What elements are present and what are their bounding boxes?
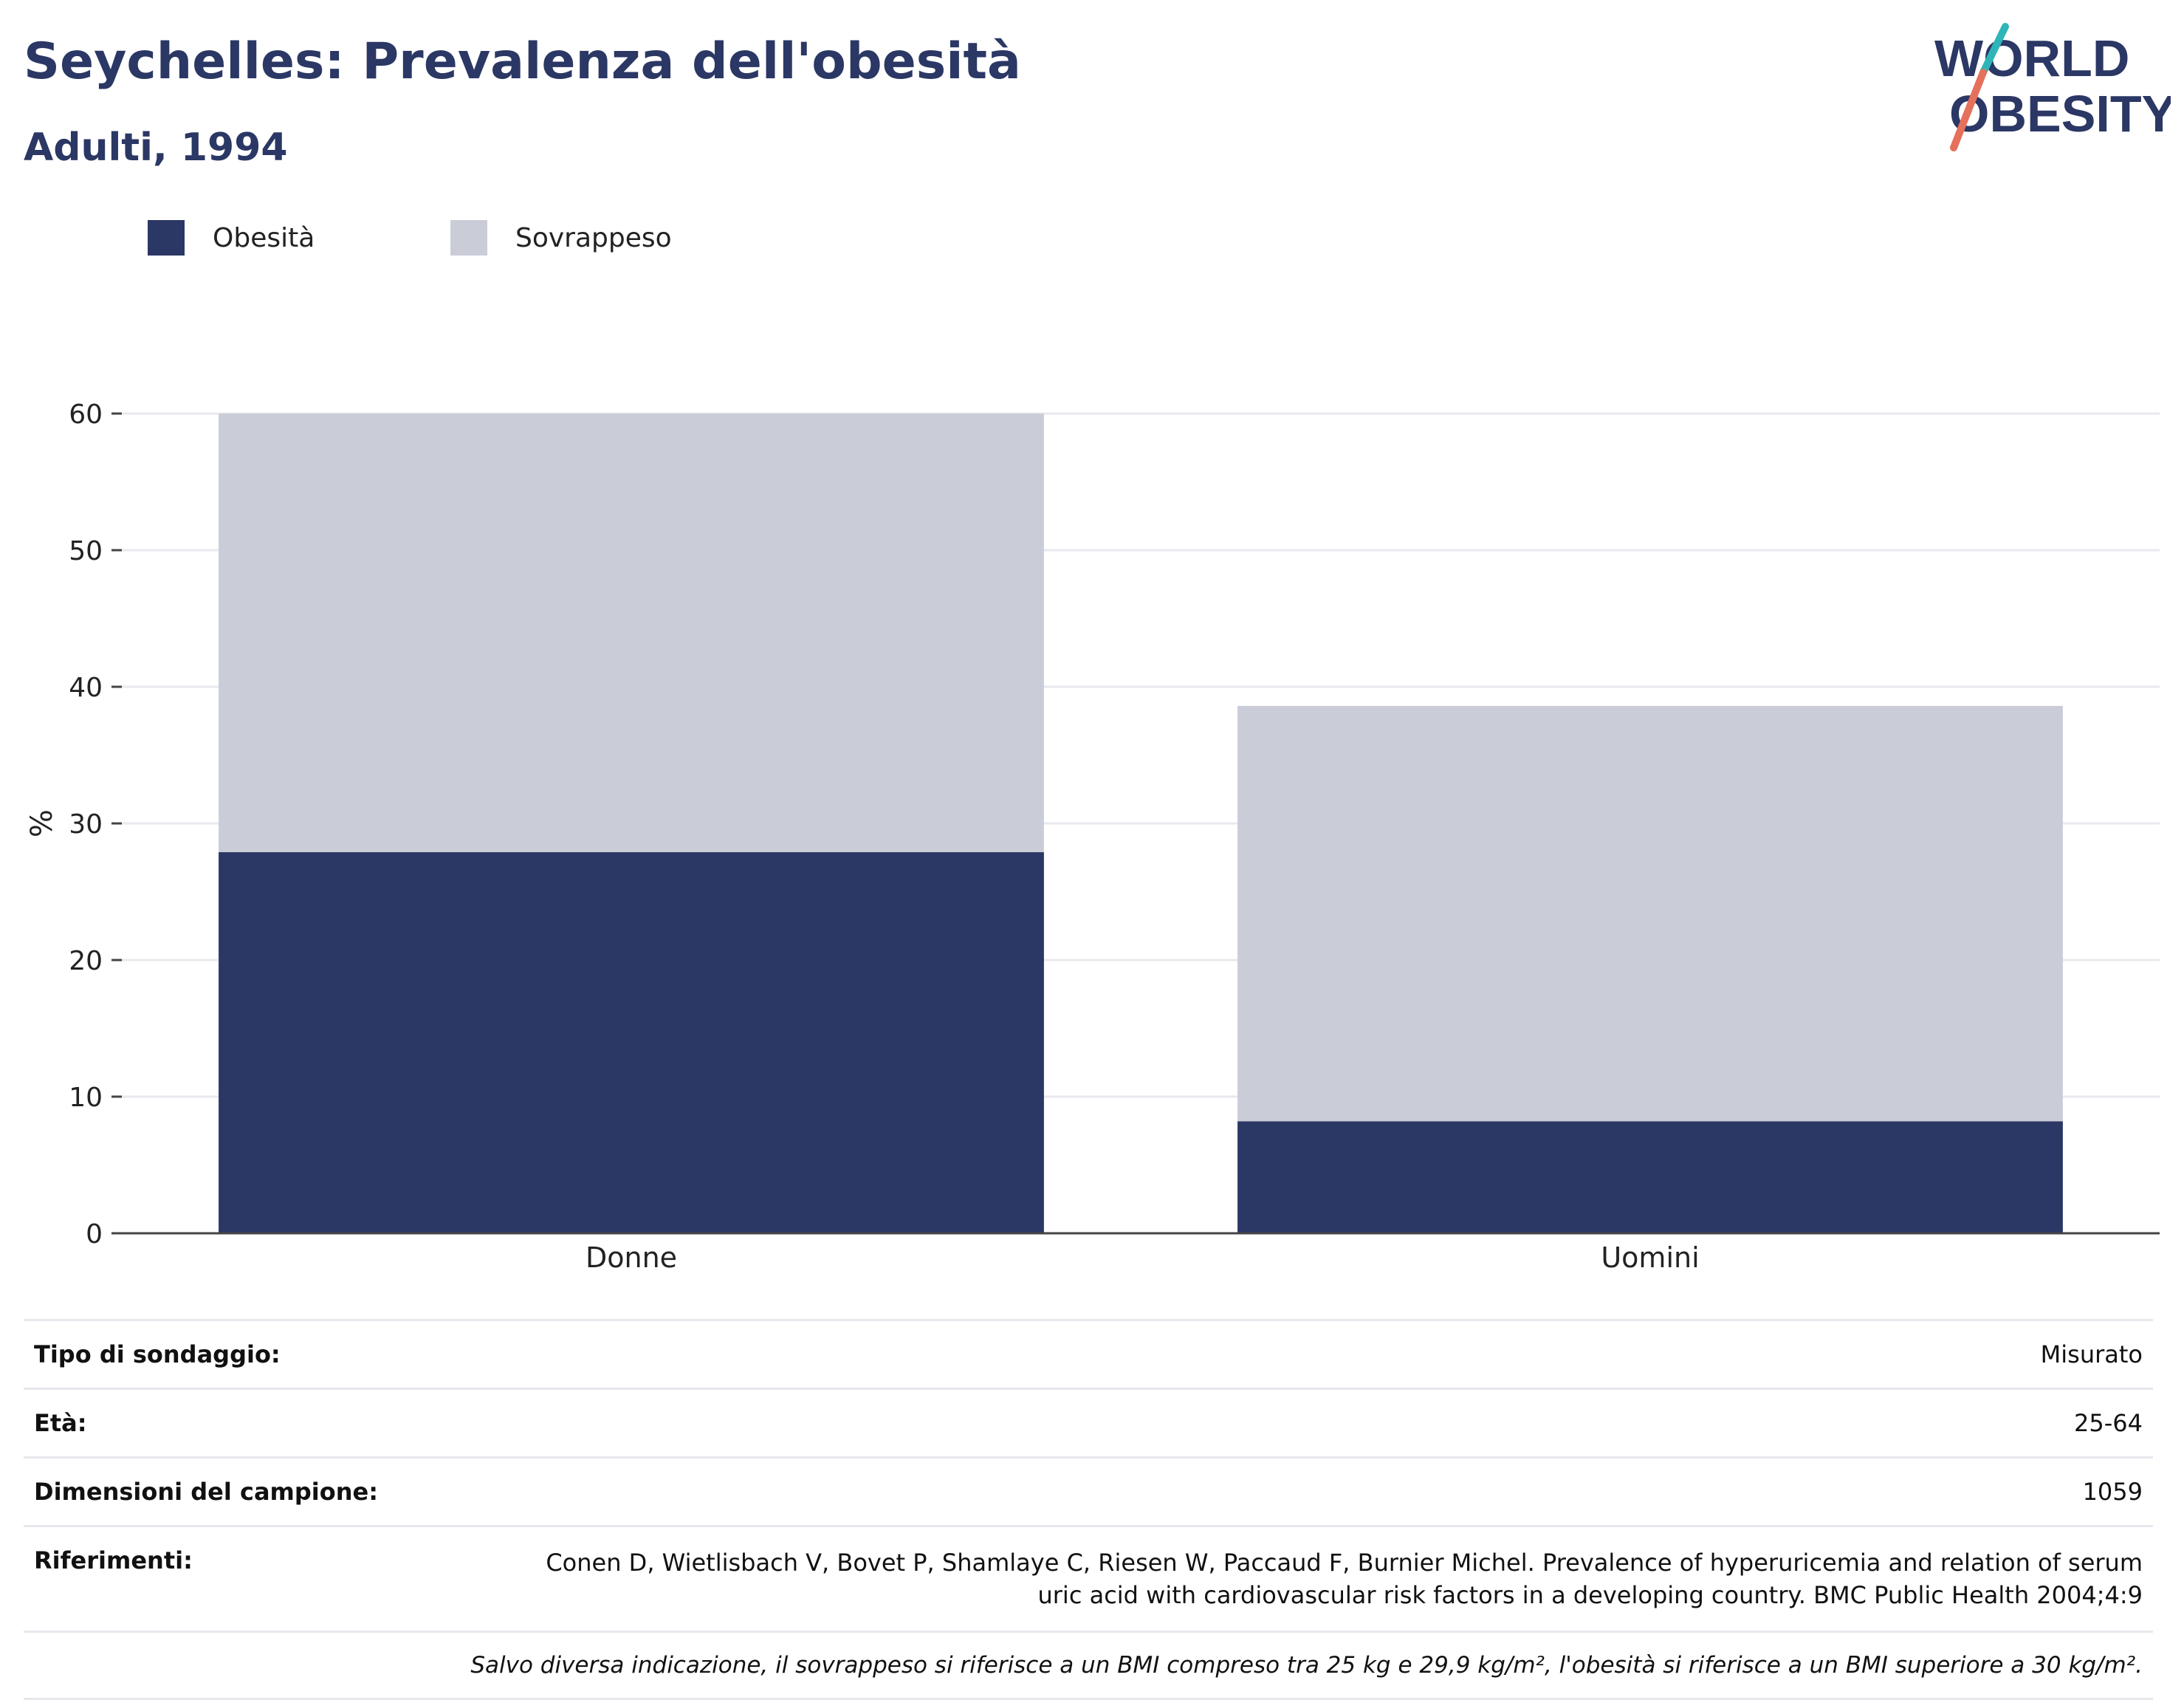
legend-item-obesity: Obesità (148, 219, 315, 257)
bmi-definition-note: Salvo diversa indicazione, il sovrappeso… (24, 1631, 2153, 1700)
info-value-references: Conen D, Wietlisbach V, Bovet P, Shamlay… (546, 1546, 2143, 1611)
x-tick-label-donne: Donne (586, 1241, 677, 1274)
y-tick-label-50: 50 (69, 536, 103, 566)
stacked-bar-chart: 0 10 20 30 40 50 60% Donne Uomini (25, 400, 2160, 1274)
page-title: Seychelles: Prevalenza dell'obesità (24, 32, 1021, 91)
y-tick-label-0: 0 (86, 1219, 103, 1250)
bar-donne-obesity (219, 851, 1044, 1233)
info-label-age: Età: (34, 1409, 87, 1437)
logo-word-2: OBESITY (1949, 85, 2171, 143)
info-label-references: Riferimenti: (34, 1546, 193, 1574)
y-tick-label-60: 60 (69, 400, 103, 430)
info-value-sample-size: 1059 (2082, 1478, 2143, 1506)
legend-swatch-overweight (450, 220, 487, 256)
legend-swatch-obesity (148, 220, 185, 256)
bar-uomini-overweight (1237, 705, 2063, 1122)
survey-info-table: Tipo di sondaggio: Misurato Età: 25-64 D… (24, 1319, 2153, 1700)
bar-uomini-obesity (1237, 1121, 2063, 1233)
info-value-survey-type: Misurato (2040, 1340, 2143, 1368)
page-subtitle: Adulti, 1994 (24, 126, 288, 170)
info-label-survey-type: Tipo di sondaggio: (34, 1340, 281, 1368)
world-obesity-logo: WORLD OBESITY (1934, 23, 2171, 151)
y-tick-label-30: 30 (69, 809, 103, 840)
reference-line-1: Conen D, Wietlisbach V, Bovet P, Shamlay… (546, 1549, 2143, 1577)
info-row-references: Riferimenti: Conen D, Wietlisbach V, Bov… (24, 1525, 2153, 1631)
info-value-age: 25-64 (2074, 1409, 2143, 1437)
y-tick-label-40: 40 (69, 673, 103, 703)
y-tick-label-10: 10 (69, 1083, 103, 1113)
info-row-sample-size: Dimensioni del campione: 1059 (24, 1456, 2153, 1525)
info-row-survey-type: Tipo di sondaggio: Misurato (24, 1319, 2153, 1388)
info-row-age: Età: 25-64 (24, 1388, 2153, 1456)
legend-label-obesity: Obesità (213, 222, 315, 253)
y-tick-label-20: 20 (69, 946, 103, 976)
x-tick-label-uomini: Uomini (1601, 1241, 1699, 1274)
bar-donne-overweight (219, 414, 1044, 852)
info-label-sample-size: Dimensioni del campione: (34, 1478, 379, 1506)
legend-label-overweight: Sovrappeso (515, 222, 672, 253)
logo-slash-teal (1979, 23, 2009, 76)
y-axis-label: % (25, 809, 59, 837)
logo-slash-coral (1950, 69, 1987, 151)
legend-item-overweight: Sovrappeso (450, 219, 672, 257)
logo-word-1: WORLD (1934, 30, 2129, 87)
reference-line-2: uric acid with cardiovascular risk facto… (1037, 1581, 2143, 1609)
